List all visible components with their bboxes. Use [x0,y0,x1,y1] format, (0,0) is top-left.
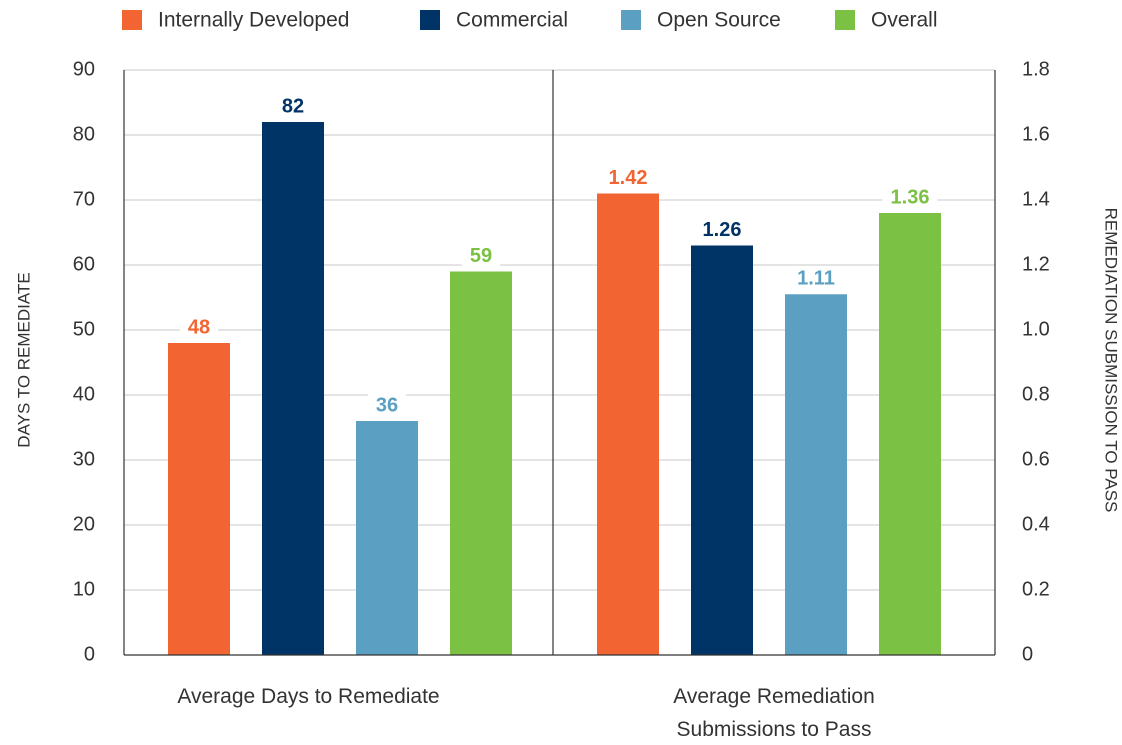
labels: 48 82 36 59 1.42 1.26 1.11 1.36 [179,95,938,417]
y2-tick-label: 1.4 [1022,188,1050,210]
value-label-bg [600,166,656,189]
y-tick-label: 20 [73,513,95,535]
y-tick-label: 10 [73,578,95,600]
y2-tick-label: 0 [1022,643,1033,665]
x-tick-label: Average Days to Remediate [177,685,440,708]
y2-tick-label: 0.8 [1022,383,1050,405]
legend-swatch [420,10,440,30]
y-tick-label: 70 [73,188,95,210]
y2-tick-label: 0.4 [1022,513,1050,535]
bar [262,122,324,655]
value-label: 48 [188,316,210,338]
y2-tick-label: 1.2 [1022,253,1050,275]
bar [785,294,847,655]
bars [168,122,941,655]
y2-tick-label: 1.0 [1022,318,1050,340]
y-tick-label: 50 [73,318,95,340]
y-tick-label: 80 [73,123,95,145]
y-tick-label: 40 [73,383,95,405]
bar [450,271,512,655]
grid [124,69,995,656]
value-label-bg [461,244,501,267]
value-label-bg [179,316,219,339]
value-label-bg [273,95,313,118]
y2-tick-label: 0.2 [1022,578,1050,600]
legend-label: Overall [871,9,938,32]
value-label: 1.42 [609,167,648,189]
value-label: 1.26 [703,219,742,241]
y2-tick-label: 0.6 [1022,448,1050,470]
y-tick-label: 0 [84,643,95,665]
legend-label: Open Source [657,9,781,32]
legend-swatch [835,10,855,30]
value-label-bg [789,267,843,290]
legend-swatch [122,10,142,30]
y-tick-label: 60 [73,253,95,275]
value-label: 59 [470,245,492,267]
legend-swatch [621,10,641,30]
value-label-bg [367,394,407,417]
value-label: 1.11 [797,268,835,290]
bar [168,343,230,655]
bar [691,245,753,655]
value-label: 36 [376,394,398,416]
value-label: 82 [282,95,304,117]
value-label: 1.36 [891,186,930,208]
value-label-bg [882,186,938,209]
legend-label: Internally Developed [158,9,349,32]
legend-label: Commercial [456,9,568,32]
y2-tick-label: 1.6 [1022,123,1050,145]
bar [597,193,659,655]
y2-axis-label: REMEDIATION SUBMISSION TO PASS [1102,208,1121,513]
bar [356,421,418,655]
y-axis-label: DAYS TO REMEDIATE [14,272,33,447]
value-label-bg [694,218,750,241]
x-tick-label: Average Remediation Submissions to Pass [673,685,875,741]
bar [879,213,941,655]
y-tick-label: 90 [73,58,95,80]
y-tick-label: 30 [73,448,95,470]
y2-tick-label: 1.8 [1022,58,1050,80]
